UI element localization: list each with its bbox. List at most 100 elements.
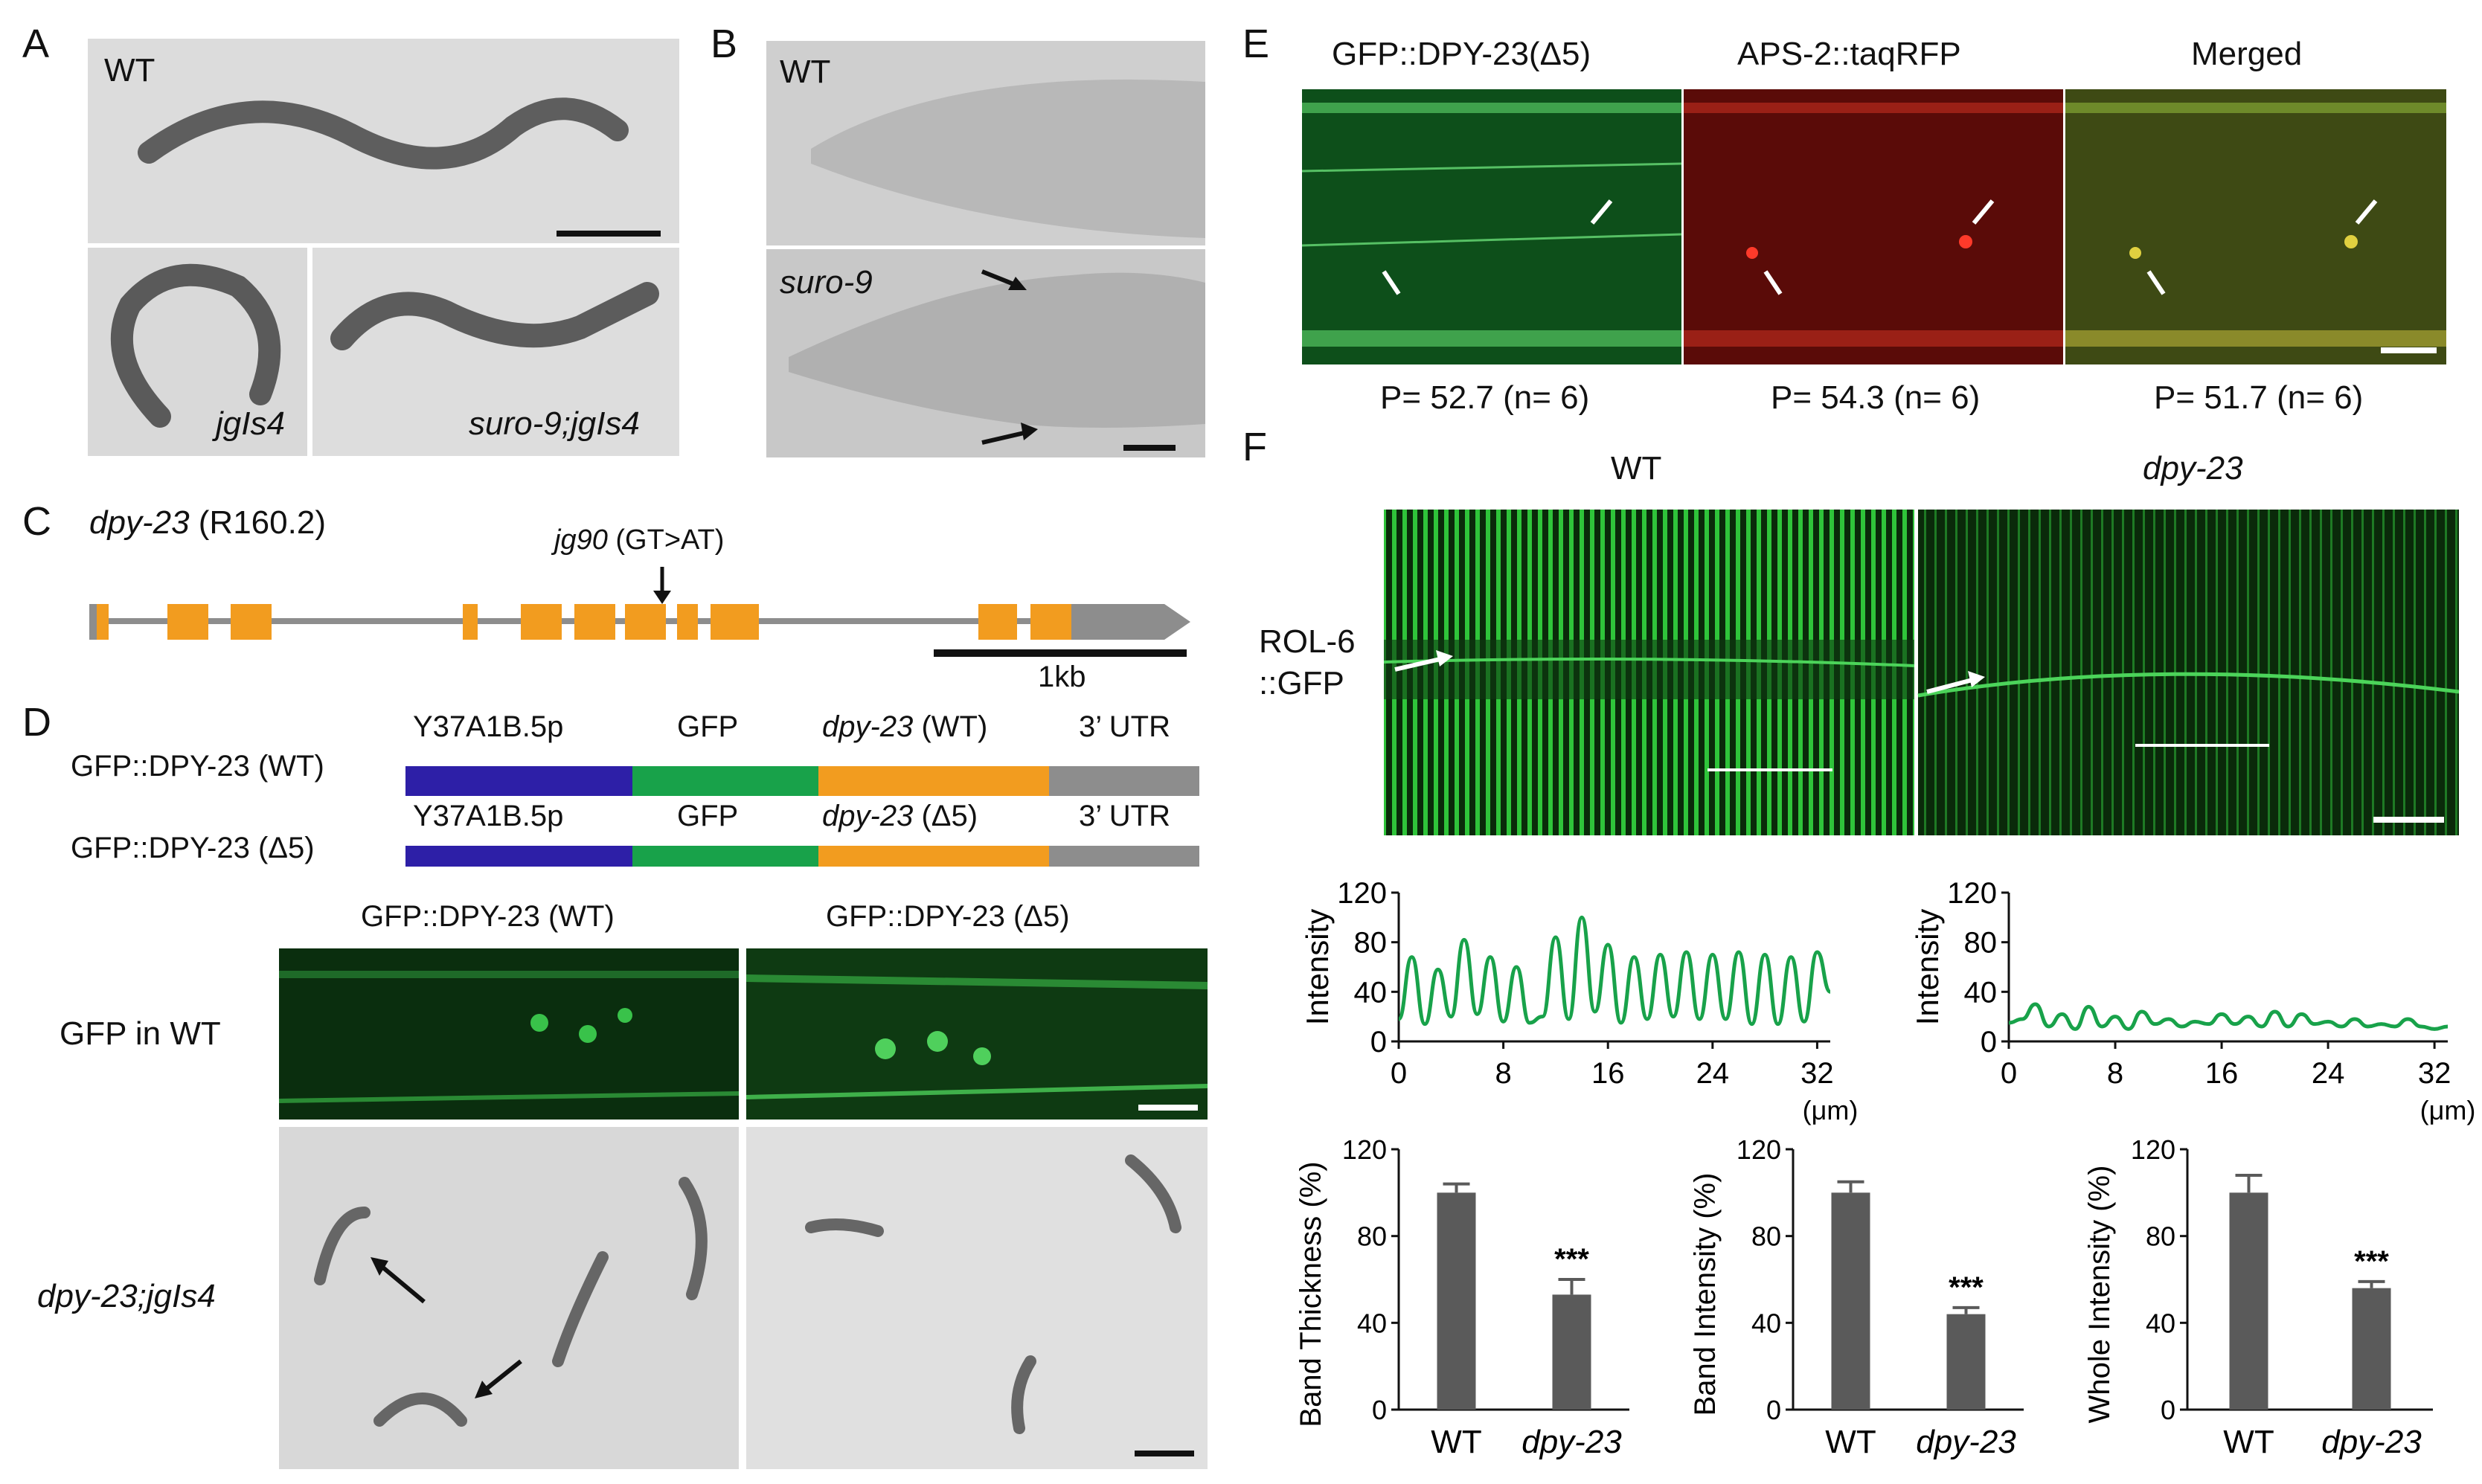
panel-a-wt-label: WT bbox=[104, 52, 155, 89]
x-tick-label: 32 bbox=[2418, 1057, 2451, 1090]
panel-c-exon bbox=[625, 604, 666, 640]
panel-f-wt-arrow bbox=[1394, 656, 1444, 672]
y-axis-label: Whole Intensity (%) bbox=[2083, 1166, 2116, 1424]
x-tick-label: 8 bbox=[2107, 1057, 2123, 1090]
panel-d-dpy-scale-bar bbox=[1135, 1451, 1194, 1456]
x-tick-label: dpy-23 bbox=[1521, 1424, 1622, 1460]
panel-f-col-mut-label: dpy-23 bbox=[2143, 450, 2243, 486]
panel-b-bottom-arrow bbox=[981, 429, 1031, 445]
panel-f-whole-intensity-chart: 0 40 80 120 Whole Intensity (%) WT dpy-23 *** bbox=[2083, 1134, 2433, 1460]
panel-d-micrographs bbox=[278, 948, 1208, 1469]
panel-c-exon bbox=[711, 604, 759, 640]
panel-d-promoter-label-1: Y37A1B.5p bbox=[413, 710, 564, 743]
panel-d-row2-label: dpy-23;jgIs4 bbox=[37, 1278, 216, 1314]
panel-b-scale-bar bbox=[1123, 445, 1176, 451]
panel-a-suro9-label: suro-9;jgIs4 bbox=[469, 405, 640, 442]
panel-c-gene-title: dpy-23 (R160.2) bbox=[89, 504, 326, 542]
panel-a-suro9-image bbox=[312, 248, 679, 456]
bar bbox=[2352, 1288, 2391, 1410]
panel-e-p2: P= 54.3 (n= 6) bbox=[1771, 379, 1981, 416]
panel-d-gene-label-1: dpy-23 (WT) bbox=[822, 710, 987, 744]
significance-label: *** bbox=[1949, 1271, 1984, 1304]
panel-label-c: C bbox=[22, 499, 51, 544]
panel-c-gene: dpy-23 bbox=[89, 504, 190, 541]
y-tick-label: 80 bbox=[1357, 1221, 1387, 1252]
panel-d-gene-seg bbox=[818, 846, 1049, 867]
panel-e-scale-bar bbox=[2381, 347, 2437, 353]
panel-label-e: E bbox=[1242, 22, 1270, 66]
y-tick-label: 40 bbox=[1964, 976, 1998, 1009]
y-tick-label: 120 bbox=[1337, 877, 1387, 910]
y-axis-label: Band Thickness (%) bbox=[1295, 1161, 1327, 1427]
panel-f-reporter-line2: ::GFP bbox=[1259, 665, 1344, 701]
panel-d-worm bbox=[679, 1177, 708, 1300]
panel-d-constructs bbox=[405, 766, 1199, 867]
y-axis-label: Intensity bbox=[1300, 909, 1335, 1025]
panel-c-exon bbox=[97, 604, 109, 640]
panel-b-suro9-head bbox=[789, 272, 1205, 428]
panel-e-col3-label: Merged bbox=[2191, 36, 2303, 72]
panel-b-wt-head bbox=[811, 79, 1205, 239]
panel-a-wt-worm bbox=[138, 97, 629, 170]
y-tick-label: 120 bbox=[1342, 1134, 1387, 1165]
panel-f-col-wt-label: WT bbox=[1611, 450, 1662, 486]
panel-e-arrow bbox=[1763, 270, 1783, 295]
panel-e-col1-label: GFP::DPY-23(Δ5) bbox=[1332, 36, 1591, 72]
x-tick-label: WT bbox=[2223, 1424, 2274, 1460]
panel-d-gfp-label-1: GFP bbox=[677, 710, 739, 743]
y-tick-label: 0 bbox=[1372, 1395, 1387, 1425]
panel-a-jgis4-worm bbox=[110, 263, 281, 428]
panel-e-arrow bbox=[1590, 199, 1613, 225]
panel-f-mut-arrow bbox=[1926, 677, 1976, 694]
y-tick-label: 120 bbox=[2131, 1134, 2175, 1165]
panel-d-gfp-label-2: GFP bbox=[677, 800, 739, 832]
significance-label: *** bbox=[2354, 1245, 2389, 1278]
y-tick-label: 120 bbox=[1737, 1134, 1781, 1165]
x-tick-label: 0 bbox=[2001, 1057, 2017, 1090]
panel-e-merged-image bbox=[2065, 89, 2446, 364]
y-tick-label: 120 bbox=[1947, 877, 1997, 910]
x-tick-label: 0 bbox=[1391, 1057, 1407, 1090]
bar bbox=[1437, 1192, 1476, 1410]
bar bbox=[1946, 1314, 1986, 1410]
x-tick-label: 24 bbox=[2312, 1057, 2345, 1090]
y-tick-label: 80 bbox=[1964, 927, 1998, 960]
panel-c-exon bbox=[231, 604, 272, 640]
x-tick-label: 16 bbox=[1591, 1057, 1625, 1090]
y-tick-label: 0 bbox=[1981, 1026, 1997, 1059]
panel-f-wt-line-chart: 0 40 80 120 0 8 16 24 32 (μm) Intensity bbox=[1300, 877, 1859, 1125]
panel-d-worm bbox=[552, 1251, 609, 1367]
panel-c-utr bbox=[1071, 604, 1190, 640]
panel-d-row1-label: GFP in WT bbox=[60, 1015, 221, 1052]
panel-d-dpy-d5-image bbox=[746, 1127, 1208, 1469]
x-tick-label: 16 bbox=[2205, 1057, 2239, 1090]
panel-d-worm bbox=[373, 1393, 467, 1427]
panel-b-micrographs bbox=[766, 41, 1205, 457]
panel-e-micrographs bbox=[1301, 89, 2446, 364]
panel-e-arrow bbox=[1972, 199, 1995, 225]
panel-d-construct-wt-label: GFP::DPY-23 (WT) bbox=[71, 750, 324, 783]
y-tick-label: 0 bbox=[1370, 1026, 1387, 1059]
panel-d-construct-d5-label: GFP::DPY-23 (Δ5) bbox=[71, 832, 315, 864]
panel-c-exon bbox=[1030, 604, 1071, 640]
panel-d-arrow bbox=[482, 1359, 522, 1393]
x-tick-label: WT bbox=[1431, 1424, 1481, 1460]
panel-e-arrow bbox=[1382, 270, 1401, 295]
panel-a-jgis4-label: jgIs4 bbox=[216, 405, 285, 442]
x-axis-label: (μm) bbox=[2420, 1095, 2476, 1125]
panel-d-gene-seg bbox=[818, 766, 1049, 796]
panel-e-arrow bbox=[2355, 199, 2378, 225]
panel-c-exon bbox=[978, 604, 1017, 640]
panel-d-gene-variant: (Δ5) bbox=[921, 800, 978, 832]
panel-e-p3: P= 51.7 (n= 6) bbox=[2154, 379, 2364, 416]
x-tick-label: dpy-23 bbox=[2321, 1424, 2422, 1460]
panel-d-dpy-wt-image bbox=[279, 1127, 739, 1469]
x-axis-label: (μm) bbox=[1803, 1095, 1859, 1125]
panel-e-col2-label: APS-2::taqRFP bbox=[1737, 36, 1961, 72]
y-tick-label: 40 bbox=[2146, 1308, 2175, 1338]
panel-c-allele-label: jg90 (GT>AT) bbox=[554, 524, 724, 556]
panel-a-micrographs bbox=[88, 39, 679, 456]
panel-c-allele: jg90 bbox=[554, 524, 608, 556]
bar bbox=[1552, 1294, 1591, 1410]
panel-f-micrographs bbox=[1383, 510, 2460, 835]
